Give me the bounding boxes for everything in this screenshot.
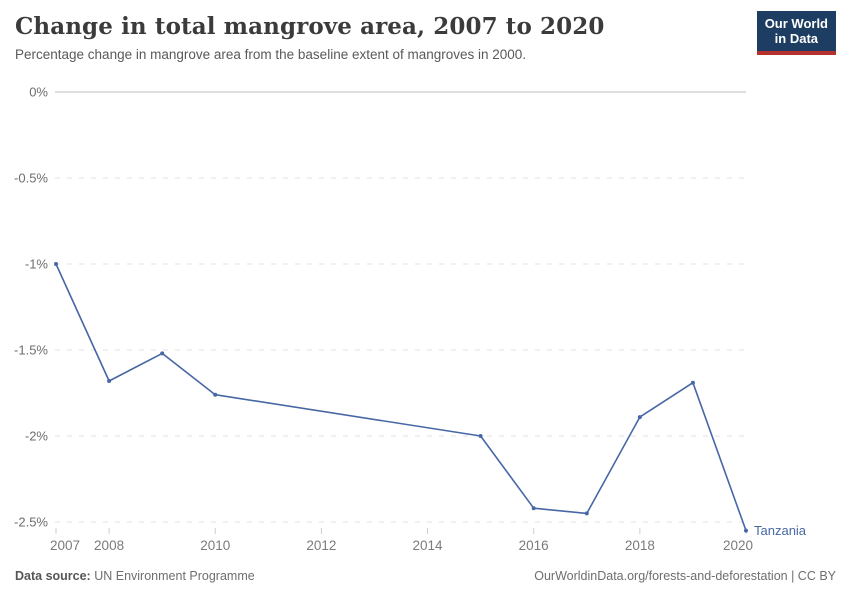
- data-point-marker[interactable]: [54, 262, 58, 266]
- x-axis-tick-label: 2014: [413, 538, 444, 553]
- y-axis-tick-label: -1.5%: [14, 343, 48, 358]
- y-axis-tick-label: -2%: [25, 429, 49, 444]
- data-point-marker[interactable]: [107, 379, 112, 383]
- data-point-marker[interactable]: [478, 434, 483, 438]
- owid-logo-line2: in Data: [774, 31, 819, 47]
- data-source-value: UN Environment Programme: [94, 569, 255, 583]
- x-axis-tick-label: 2016: [519, 538, 549, 553]
- data-point-marker[interactable]: [531, 506, 536, 511]
- data-line-tanzania[interactable]: [55, 263, 747, 532]
- data-point-marker[interactable]: [637, 415, 642, 420]
- chart-subtitle: Percentage change in mangrove area from …: [15, 47, 527, 62]
- data-point-marker[interactable]: [213, 392, 218, 397]
- x-axis-tick-label: 2007: [50, 538, 80, 553]
- owid-logo[interactable]: Our World in Data: [756, 11, 836, 55]
- x-axis-tick-label: 2018: [625, 538, 655, 553]
- data-point-marker[interactable]: [584, 511, 589, 516]
- x-axis-tick-label: 2010: [200, 538, 230, 553]
- x-axis-tick-label: 2012: [306, 538, 336, 553]
- page-title: Change in total mangrove area, 2007 to 2…: [15, 13, 605, 40]
- x-axis-tick-label: 2008: [94, 538, 124, 553]
- data-source: Data source: UN Environment Programme: [15, 569, 255, 583]
- data-point-marker[interactable]: [744, 528, 748, 533]
- y-axis-tick-label: -0.5%: [14, 171, 48, 186]
- chart-header: Change in total mangrove area, 2007 to 2…: [0, 0, 850, 62]
- chart-footer: Data source: UN Environment Programme Ou…: [15, 569, 836, 583]
- x-axis-tick-label: 2020: [723, 538, 753, 553]
- data-point-marker[interactable]: [160, 351, 165, 356]
- y-axis-tick-label: -1%: [25, 257, 49, 272]
- data-source-label: Data source:: [15, 569, 91, 583]
- footer-link[interactable]: OurWorldinData.org/forests-and-deforesta…: [534, 569, 836, 583]
- data-point-marker[interactable]: [690, 380, 695, 385]
- y-axis-tick-label: -2.5%: [14, 515, 48, 530]
- owid-logo-line1: Our World: [764, 16, 828, 31]
- series-end-label: Tanzania: [754, 523, 807, 538]
- y-axis-tick-label: 0%: [29, 85, 48, 100]
